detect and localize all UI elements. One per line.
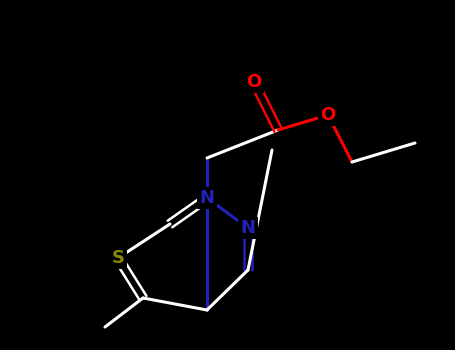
Text: O: O: [320, 106, 336, 124]
Text: O: O: [246, 73, 262, 91]
Text: N: N: [199, 189, 214, 207]
Text: N: N: [241, 219, 256, 237]
Text: S: S: [111, 249, 125, 267]
